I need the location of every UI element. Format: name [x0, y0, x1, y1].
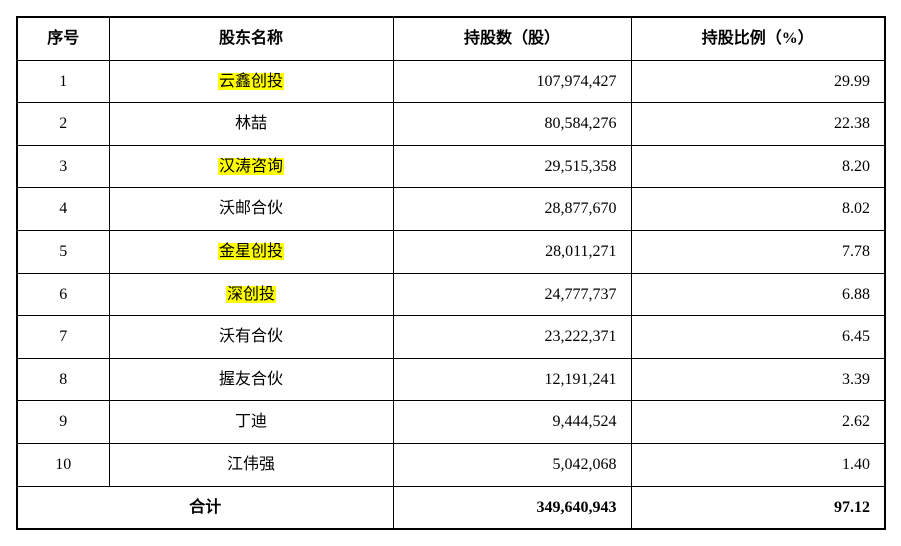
cell-shareholder-name: 丁迪 [109, 401, 393, 444]
cell-percentage: 6.88 [631, 273, 885, 316]
col-header-name: 股东名称 [109, 17, 393, 60]
table-row: 6 深创投 24,777,7376.88 [17, 273, 885, 316]
cell-shareholder-name: 林喆 [109, 103, 393, 146]
col-header-index: 序号 [17, 17, 109, 60]
cell-percentage: 8.20 [631, 145, 885, 188]
cell-shareholder-name: 江伟强 [109, 443, 393, 486]
cell-percentage: 22.38 [631, 103, 885, 146]
cell-index: 8 [17, 358, 109, 401]
cell-shares: 24,777,737 [393, 273, 631, 316]
shareholder-table-container: 序号 股东名称 持股数（股） 持股比例（%） 1云鑫创投107,974,4272… [16, 16, 885, 530]
cell-shareholder-name: 云鑫创投 [109, 60, 393, 103]
cell-shareholder-name: 沃有合伙 [109, 316, 393, 359]
shareholder-table: 序号 股东名称 持股数（股） 持股比例（%） 1云鑫创投107,974,4272… [16, 16, 886, 530]
table-row: 7沃有合伙23,222,3716.45 [17, 316, 885, 359]
cell-index: 1 [17, 60, 109, 103]
col-header-pct: 持股比例（%） [631, 17, 885, 60]
cell-percentage: 7.78 [631, 230, 885, 273]
cell-shares: 12,191,241 [393, 358, 631, 401]
cell-total-shares: 349,640,943 [393, 486, 631, 529]
highlighted-text: 金星创投 [218, 243, 284, 260]
cell-shareholder-name: 金星创投 [109, 230, 393, 273]
cell-shares: 80,584,276 [393, 103, 631, 146]
highlighted-text: 深创投 [226, 286, 276, 303]
table-header-row: 序号 股东名称 持股数（股） 持股比例（%） [17, 17, 885, 60]
cell-index: 10 [17, 443, 109, 486]
cell-shares: 28,877,670 [393, 188, 631, 231]
cell-percentage: 3.39 [631, 358, 885, 401]
cell-percentage: 29.99 [631, 60, 885, 103]
cell-percentage: 6.45 [631, 316, 885, 359]
table-row: 8握友合伙12,191,2413.39 [17, 358, 885, 401]
cell-index: 5 [17, 230, 109, 273]
cell-index: 9 [17, 401, 109, 444]
cell-percentage: 1.40 [631, 443, 885, 486]
cell-index: 2 [17, 103, 109, 146]
cell-index: 7 [17, 316, 109, 359]
cell-shares: 5,042,068 [393, 443, 631, 486]
table-row: 9丁迪9,444,5242.62 [17, 401, 885, 444]
cell-shares: 23,222,371 [393, 316, 631, 359]
cell-total-label: 合计 [17, 486, 393, 529]
table-row: 2林喆80,584,27622.38 [17, 103, 885, 146]
table-body: 1云鑫创投107,974,42729.992林喆80,584,27622.383… [17, 60, 885, 529]
table-row: 5 金星创投 28,011,2717.78 [17, 230, 885, 273]
cell-shareholder-name: 沃邮合伙 [109, 188, 393, 231]
cell-index: 4 [17, 188, 109, 231]
cell-shareholder-name: 握友合伙 [109, 358, 393, 401]
cell-shareholder-name: 深创投 [109, 273, 393, 316]
highlighted-text: 汉涛咨询 [218, 158, 284, 175]
cell-shares: 107,974,427 [393, 60, 631, 103]
col-header-shares: 持股数（股） [393, 17, 631, 60]
cell-shares: 29,515,358 [393, 145, 631, 188]
cell-percentage: 8.02 [631, 188, 885, 231]
cell-percentage: 2.62 [631, 401, 885, 444]
cell-index: 3 [17, 145, 109, 188]
cell-shareholder-name: 汉涛咨询 [109, 145, 393, 188]
cell-total-percentage: 97.12 [631, 486, 885, 529]
cell-shares: 9,444,524 [393, 401, 631, 444]
table-row: 3 汉涛咨询 29,515,3588.20 [17, 145, 885, 188]
table-total-row: 合计349,640,94397.12 [17, 486, 885, 529]
table-row: 10江伟强5,042,0681.40 [17, 443, 885, 486]
cell-shares: 28,011,271 [393, 230, 631, 273]
table-row: 1 云鑫创投 107,974,42729.99 [17, 60, 885, 103]
highlighted-text: 云鑫创投 [218, 73, 284, 90]
cell-index: 6 [17, 273, 109, 316]
table-row: 4沃邮合伙28,877,6708.02 [17, 188, 885, 231]
